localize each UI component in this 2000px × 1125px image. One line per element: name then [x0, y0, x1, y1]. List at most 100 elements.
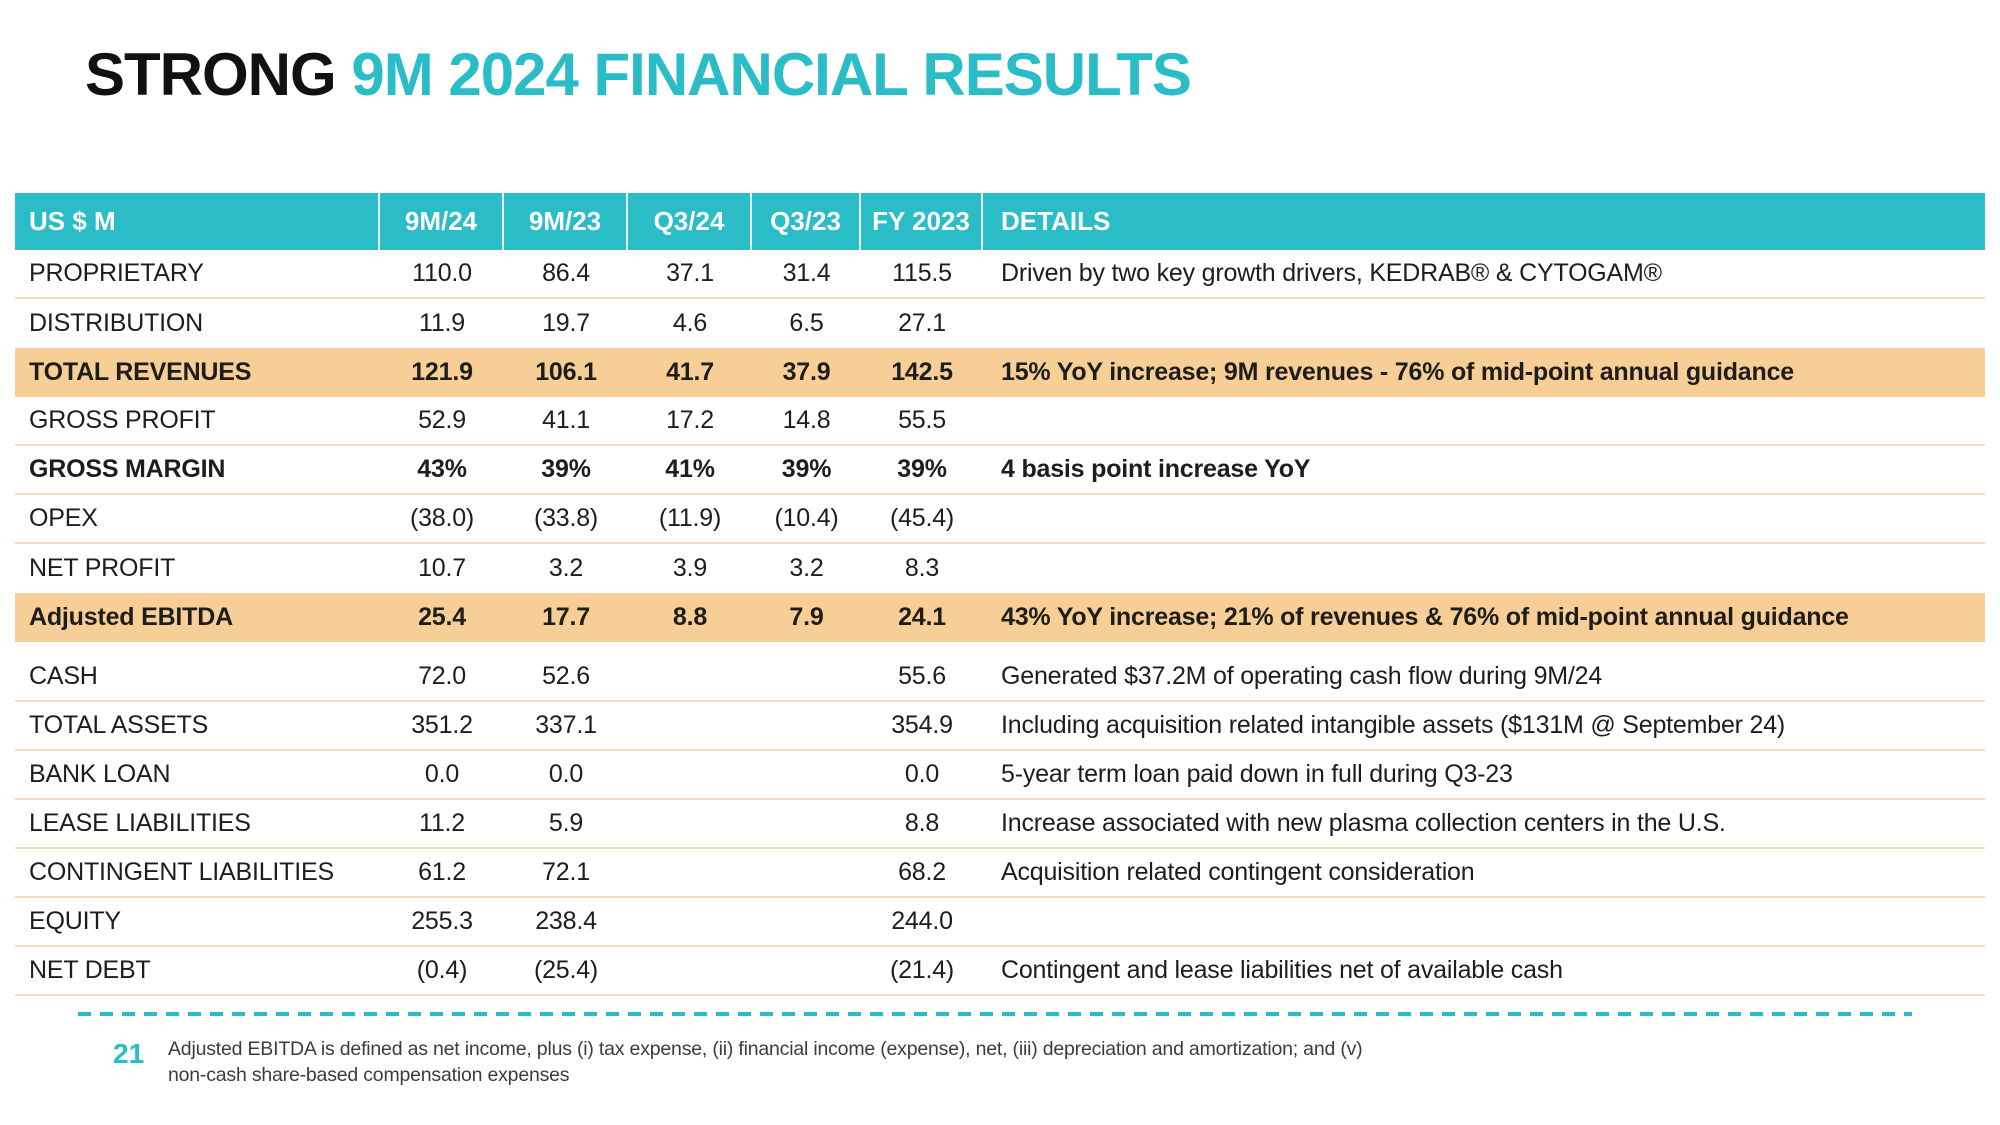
- footnote: Adjusted EBITDA is defined as net income…: [168, 1036, 1368, 1089]
- row-value-q323: [752, 898, 861, 945]
- row-label: CASH: [29, 662, 98, 690]
- row-value-9m24: 10.7: [418, 554, 466, 582]
- row-label: PROPRIETARY: [29, 259, 204, 287]
- row-value-fy2023: 55.6: [898, 662, 946, 690]
- row-label: EQUITY: [29, 907, 121, 935]
- col-header-us-m: US $ M: [15, 193, 380, 250]
- row-value-9m24: 11.9: [418, 309, 465, 337]
- row-value-q324: [628, 702, 752, 749]
- row-value-9m24: (0.4): [416, 956, 468, 984]
- row-value-9m23: 72.1: [542, 858, 590, 886]
- row-value-9m23: 39%: [541, 455, 591, 483]
- row-value-9m23: 106.1: [535, 358, 597, 386]
- row-value-q324: 37.1: [666, 259, 714, 287]
- row-value-q324: [628, 947, 752, 994]
- table-row: TOTAL REVENUES 121.9 106.1 41.7 37.9 142…: [15, 348, 1985, 397]
- row-details: Driven by two key growth drivers, KEDRAB…: [1001, 259, 1662, 287]
- row-details: [983, 397, 1985, 444]
- table-row: TOTAL ASSETS 351.2 337.1 354.9 Including…: [15, 702, 1985, 751]
- row-value-q324: 41%: [665, 455, 715, 483]
- row-value-9m24: 52.9: [418, 406, 466, 434]
- table-row: NET DEBT (0.4) (25.4) (21.4) Contingent …: [15, 947, 1985, 996]
- row-value-q324: 4.6: [672, 309, 708, 337]
- row-value-q324: [628, 751, 752, 798]
- row-value-9m23: 52.6: [542, 662, 590, 690]
- row-label: OPEX: [29, 504, 98, 532]
- row-value-9m23: 337.1: [535, 711, 597, 739]
- row-details: [983, 495, 1985, 542]
- row-label: TOTAL REVENUES: [29, 358, 252, 386]
- table-row: GROSS MARGIN 43% 39% 41% 39% 39% 4 basis…: [15, 446, 1985, 495]
- row-value-9m23: 5.9: [548, 809, 584, 837]
- row-value-9m24: (38.0): [409, 504, 475, 532]
- row-label: Adjusted EBITDA: [29, 603, 233, 631]
- row-details: [983, 544, 1985, 593]
- col-header-fy2023: FY 2023: [861, 193, 983, 250]
- table-row: PROPRIETARY 110.0 86.4 37.1 31.4 115.5 D…: [15, 250, 1985, 299]
- row-details: [983, 299, 1985, 348]
- row-value-fy2023: 142.5: [891, 358, 953, 386]
- row-value-fy2023: 68.2: [898, 858, 946, 886]
- row-details: 15% YoY increase; 9M revenues - 76% of m…: [1001, 358, 1794, 386]
- row-value-q323: [752, 751, 861, 798]
- row-value-9m24: 255.3: [411, 907, 473, 935]
- row-value-q323: (10.4): [774, 504, 839, 532]
- row-value-fy2023: 244.0: [891, 907, 953, 935]
- row-label: LEASE LIABILITIES: [29, 809, 251, 837]
- row-value-q323: [752, 800, 861, 847]
- row-label: GROSS PROFIT: [29, 406, 216, 434]
- table-row: LEASE LIABILITIES 11.2 5.9 8.8 Increase …: [15, 800, 1985, 849]
- table-row: NET PROFIT 10.7 3.2 3.9 3.2 8.3: [15, 544, 1985, 593]
- row-value-9m24: 351.2: [411, 711, 473, 739]
- footnote-line-2: non-cash share-based compensation expens…: [168, 1064, 570, 1087]
- financial-table: US $ M 9M/24 9M/23 Q3/24 Q3/23 FY 2023 D…: [15, 193, 1985, 996]
- row-value-9m23: 86.4: [542, 259, 590, 287]
- row-details: Acquisition related contingent considera…: [1001, 858, 1475, 886]
- row-value-q324: 8.8: [672, 603, 708, 631]
- col-header-9m24: 9M/24: [380, 193, 504, 250]
- row-value-9m24: 61.2: [418, 858, 466, 886]
- row-value-9m23: 238.4: [535, 907, 597, 935]
- row-value-fy2023: 8.8: [904, 809, 940, 837]
- table-row: OPEX (38.0) (33.8) (11.9) (10.4) (45.4): [15, 495, 1985, 544]
- row-value-9m24: 110.0: [412, 259, 472, 287]
- row-value-9m23: 0.0: [548, 760, 584, 788]
- table-row: GROSS PROFIT 52.9 41.1 17.2 14.8 55.5: [15, 397, 1985, 446]
- row-value-q324: [628, 849, 752, 896]
- row-value-q324: (11.9): [658, 504, 722, 532]
- row-label: GROSS MARGIN: [29, 455, 226, 483]
- row-value-q323: 14.8: [782, 406, 831, 434]
- row-value-fy2023: 354.9: [891, 711, 953, 739]
- col-header-q323: Q3/23: [752, 193, 861, 250]
- col-header-details: DETAILS: [1001, 206, 1111, 236]
- row-details: Generated $37.2M of operating cash flow …: [1001, 662, 1603, 690]
- row-value-9m24: 121.9: [411, 358, 473, 386]
- row-value-9m24: 25.4: [418, 603, 466, 631]
- row-details: 4 basis point increase YoY: [1001, 455, 1311, 483]
- page-title-period: 9M 2024 FINANCIAL RESULTS: [351, 41, 1192, 108]
- row-value-9m24: 72.0: [418, 662, 466, 690]
- row-value-q324: [628, 898, 752, 945]
- row-value-9m24: 11.2: [418, 809, 465, 837]
- row-label: CONTINGENT LIABILITIES: [29, 858, 334, 886]
- row-details: Contingent and lease liabilities net of …: [1001, 956, 1563, 984]
- row-details: Increase associated with new plasma coll…: [1001, 809, 1726, 837]
- table-row: CASH 72.0 52.6 55.6 Generated $37.2M of …: [15, 653, 1985, 702]
- page-title: STRONG 9M 2024 FINANCIAL RESULTS: [85, 40, 1192, 109]
- col-header-q324: Q3/24: [628, 193, 752, 250]
- row-value-q324: 3.9: [672, 554, 708, 582]
- row-value-q323: 3.2: [789, 554, 824, 582]
- row-label: DISTRIBUTION: [29, 309, 203, 337]
- table-row: Adjusted EBITDA 25.4 17.7 8.8 7.9 24.1 4…: [15, 593, 1985, 642]
- table-row: DISTRIBUTION 11.9 19.7 4.6 6.5 27.1: [15, 299, 1985, 348]
- row-details: [983, 898, 1985, 945]
- row-value-fy2023: 39%: [897, 455, 947, 483]
- row-value-q323: 39%: [781, 455, 832, 483]
- row-label: BANK LOAN: [29, 760, 171, 788]
- page-title-strong: STRONG: [85, 41, 337, 108]
- row-value-q323: 37.9: [782, 358, 831, 386]
- row-details: 5-year term loan paid down in full durin…: [1001, 760, 1513, 788]
- row-details: 43% YoY increase; 21% of revenues & 76% …: [1001, 603, 1849, 631]
- row-value-q323: [752, 849, 861, 896]
